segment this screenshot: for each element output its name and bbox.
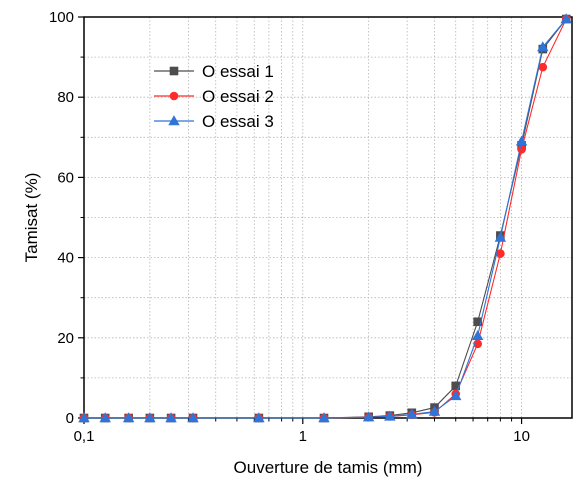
legend-item-1: O essai 1 [154,62,274,81]
legend-label: O essai 1 [202,62,274,81]
y-tick-label: 80 [57,89,74,106]
series-2 [79,14,571,423]
legend: O essai 1 O essai 2 O essai 3 [154,62,274,131]
legend-label: O essai 2 [202,87,274,106]
x-tick-label: 10 [513,428,530,445]
plot-frame [83,16,573,419]
series-1 [79,14,571,423]
series-3-point [406,408,418,419]
series-3-point [384,410,396,421]
x-tick-label: 1 [299,428,307,445]
series-3-point [428,405,441,416]
y-tick-label: 0 [66,410,74,427]
series-line-1 [84,18,567,419]
y-tick-label: 100 [49,9,74,26]
series-3-point [471,329,484,340]
series-3-point [537,41,549,52]
series-line-2 [84,18,567,419]
series-3-point [144,412,156,423]
legend-label: O essai 3 [202,112,274,131]
y-axis-title: Tamisat (%) [22,173,41,263]
series-3 [78,13,572,423]
series-3-point [165,412,177,423]
legend-item-2: O essai 2 [154,87,274,106]
series-group [78,13,572,423]
legend-marker [169,66,179,76]
x-tick-label: 0,1 [74,428,95,445]
series-3-point [494,231,507,242]
series-3-point [78,412,90,423]
series-3-point [362,411,375,422]
series-3-point [560,13,572,24]
legend-item-3: O essai 3 [154,112,274,131]
legend-marker [169,91,179,101]
series-1-point [473,317,482,327]
series-3-point [122,412,135,423]
y-tick-label: 60 [57,169,74,186]
series-3-point [253,412,265,423]
x-axis-title: Ouverture de tamis (mm) [234,458,423,477]
legend-marker [168,115,180,126]
y-tick-label: 20 [57,330,74,347]
y-tick-label: 40 [57,250,74,267]
series-3-point [515,135,528,146]
series-3-point [450,390,462,401]
series-2-point [538,62,548,72]
grid [84,17,572,418]
series-3-point [187,412,199,423]
series-3-point [99,412,111,423]
series-line-3 [84,18,567,419]
series-3-point [318,412,330,423]
